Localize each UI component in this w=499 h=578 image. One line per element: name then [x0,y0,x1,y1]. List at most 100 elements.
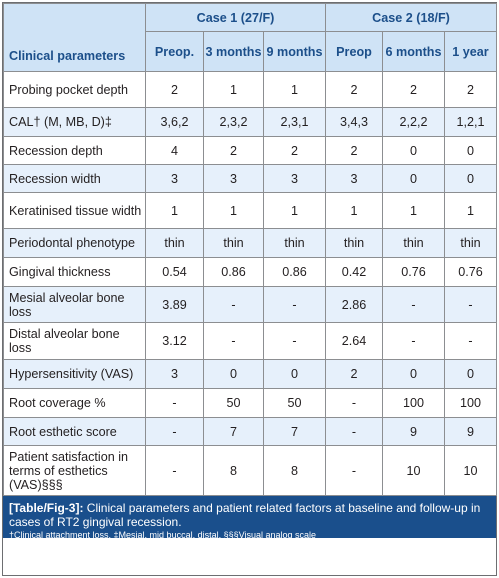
table-cell: - [325,388,383,418]
table-cell: 2 [145,71,204,108]
caption-footnote: †Clinical attachment loss, ‡Mesial, mid … [9,530,316,540]
table-cell: 3 [145,359,204,389]
header-case-2: Case 2 (18/F) [325,3,497,32]
row-label: Hypersensitivity (VAS) [3,359,146,389]
table-header: Clinical parameters Case 1 (27/F) Case 2… [3,3,497,72]
caption-label: [Table/Fig-3]: [9,501,84,515]
table-cell: 2 [263,136,326,165]
table-row: Mesial alveolar bone loss 3.89- -2.86- - [3,286,497,323]
caption-text: Clinical parameters and patient related … [9,501,481,529]
table-cell: 2.64 [325,322,383,360]
table-cell: 1 [145,192,204,229]
row-label: Recession width [3,164,146,193]
table-cell: 4 [145,136,204,165]
table-cell: 8 [263,445,326,496]
table-cell: 3 [203,164,264,193]
table-cell: 0 [444,164,497,193]
header-case-1: Case 1 (27/F) [145,3,326,32]
table-cell: - [145,417,204,446]
figure-caption: [Table/Fig-3]: Clinical parameters and p… [3,496,496,540]
table-cell: thin [203,228,264,258]
table-cell: 0 [382,164,445,193]
table-row: Recession depth 4 2 2 2 0 0 [3,136,497,165]
table-cell: 0 [444,136,497,165]
table-cell: - [444,286,497,323]
row-label: Patient satisfaction in terms of estheti… [3,445,146,496]
table-cell: 0 [382,359,445,389]
table-cell: thin [325,228,383,258]
caption-main: [Table/Fig-3]: Clinical parameters and p… [9,501,490,529]
table-cell: 2,3,1 [263,107,326,137]
table-cell: thin [382,228,445,258]
row-label: CAL† (M, MB, D)‡ [3,107,146,137]
table-cell: 100 [382,388,445,418]
table-cell: 2 [444,71,497,108]
table-cell: 100 [444,388,497,418]
header-timepoint: 1 year [444,31,497,72]
table-cell: - [263,322,326,360]
table-cell: 2.86 [325,286,383,323]
table-cell: 9 [444,417,497,446]
table-cell: 1 [263,192,326,229]
table-cell: 2,3,2 [203,107,264,137]
table-cell: 3 [263,164,326,193]
table-cell: 50 [203,388,264,418]
table-cell: - [203,286,264,323]
table-cell: 10 [382,445,445,496]
table-cell: 0 [444,359,497,389]
table-row: CAL† (M, MB, D)‡ 3,6,2 2,3,2 2,3,1 3,4,3 2,2,… [3,107,497,137]
table-cell: 2 [325,71,383,108]
table-cell: 0.76 [444,257,497,287]
table-cell: - [145,388,204,418]
row-label: Recession depth [3,136,146,165]
table-cell: 1 [325,192,383,229]
table-body: Probing pocket depth 2 1 1 2 2 2 CAL† (M, MB, D… [3,71,497,496]
row-label: Mesial alveolar bone loss [3,286,146,323]
row-label: Distal alveolar bone loss [3,322,146,360]
table-cell: 3 [325,164,383,193]
table-cell: 7 [203,417,264,446]
table-cell: - [325,417,383,446]
table-cell: 3.89 [145,286,204,323]
table-cell: 0.54 [145,257,204,287]
table-cell: 10 [444,445,497,496]
table-cell: 0.76 [382,257,445,287]
table-cell: 3 [145,164,204,193]
row-label: Root coverage % [3,388,146,418]
table-cell: 8 [203,445,264,496]
table-cell: 0.42 [325,257,383,287]
table-cell: - [263,286,326,323]
header-timepoint: Preop. [145,31,204,72]
table-cell: 1 [444,192,497,229]
header-clinical-parameters: Clinical parameters [3,3,146,72]
table-cell: - [145,445,204,496]
table-cell: 0 [263,359,326,389]
table-cell: 1 [263,71,326,108]
table-cell: thin [444,228,497,258]
row-label: Periodontal phenotype [3,228,146,258]
table-row: Keratinised tissue width 1 1 1 1 1 1 [3,192,497,229]
table-cell: 0 [203,359,264,389]
table-cell: thin [145,228,204,258]
table-cell: thin [263,228,326,258]
table-row: Probing pocket depth 2 1 1 2 2 2 [3,71,497,108]
table-cell: 50 [263,388,326,418]
header-timepoint: 9 months [263,31,326,72]
table-cell: - [444,322,497,360]
table-row: Gingival thickness 0.54 0.86 0.86 0.42 0.76 0.… [3,257,497,287]
table-row: Root esthetic score -7 7-9 9 [3,417,497,446]
header-timepoint: Preop [325,31,383,72]
table-cell: - [325,445,383,496]
table-cell: 2,2,2 [382,107,445,137]
table-row: Hypersensitivity (VAS) 3 0 0 2 0 0 [3,359,497,389]
row-label: Root esthetic score [3,417,146,446]
table-cell: 1,2,1 [444,107,497,137]
row-label: Keratinised tissue width [3,192,146,229]
table-cell: 9 [382,417,445,446]
table-cell: 7 [263,417,326,446]
clinical-parameters-table: Clinical parameters Case 1 (27/F) Case 2… [3,3,497,496]
table-cell: 3.12 [145,322,204,360]
table-cell: 1 [382,192,445,229]
table-cell: 0 [382,136,445,165]
